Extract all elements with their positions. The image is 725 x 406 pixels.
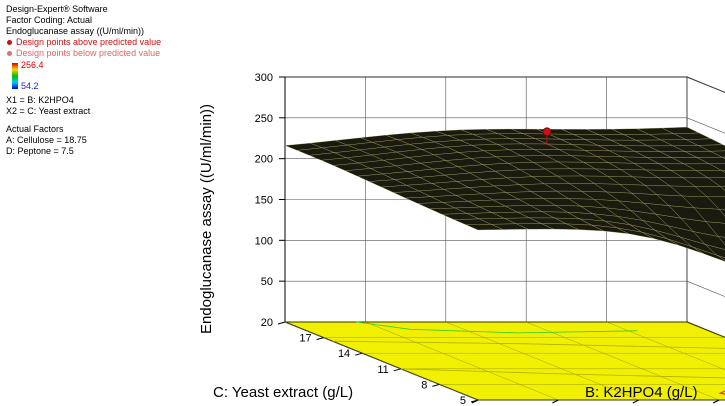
floor-grid — [445, 321, 639, 401]
axis-ticks: 300250200150100501.52.43.34.25.165811141… — [255, 72, 720, 406]
contour-floor — [284, 321, 725, 401]
design-points — [542, 127, 552, 146]
floor-grid — [526, 321, 720, 401]
color-scale-bar — [12, 63, 18, 89]
gridline — [686, 117, 725, 134]
y-tick-mark — [277, 321, 286, 325]
y-tick-label: 5 — [460, 395, 466, 406]
y-tick-label: 17 — [299, 333, 311, 345]
y-tick-mark — [432, 383, 440, 387]
actual-factor-a: A: Cellulose = 18.75 — [6, 135, 87, 145]
response-name: Endoglucanase assay ((U/ml/min)) — [6, 26, 145, 36]
y-tick-mark — [470, 399, 479, 403]
scale-min: 54.2 — [21, 81, 39, 91]
actual-factor-d: D: Peptone = 7.5 — [6, 146, 74, 156]
z-tick-label: 200 — [255, 154, 273, 166]
pink-dot-icon — [7, 50, 12, 56]
floor-grid — [284, 321, 479, 401]
y-tick-mark — [316, 337, 324, 341]
floor-grid — [365, 321, 559, 401]
legend-below: Design points below predicted value — [6, 48, 236, 59]
x-tick-mark — [712, 399, 720, 404]
z-tick-label: 150 — [255, 195, 273, 207]
surface-patch — [465, 224, 504, 231]
legend-above: Design points above predicted value — [6, 37, 236, 48]
x-tick-mark — [632, 399, 640, 404]
z-axis-title: Endoglucanase assay ((U/ml/min)) — [198, 104, 215, 334]
factor-coding-label: Factor Coding: Actual — [6, 15, 93, 25]
legend-panel: Design-Expert® Software Factor Coding: A… — [6, 4, 236, 157]
y-tick-label: 14 — [338, 348, 350, 360]
x2-label: X2 = C: Yeast extract — [6, 106, 91, 116]
y-tick-label: 8 — [421, 379, 427, 391]
legend-above-label: Design points above predicted value — [16, 37, 162, 47]
software-label: Design-Expert® Software — [6, 4, 108, 14]
color-scale: 256.4 54.2 — [6, 60, 236, 91]
floor-grid — [606, 321, 725, 371]
scale-max: 256.4 — [21, 60, 44, 70]
red-dot-icon — [7, 39, 12, 45]
design-point — [542, 127, 552, 137]
x-axis-title: B: K2HPO4 (g/L) — [585, 384, 698, 401]
y-tick-label: 20 — [261, 317, 273, 329]
response-surface — [284, 126, 725, 262]
actual-factors-heading: Actual Factors — [6, 124, 64, 134]
x-tick-mark — [552, 399, 559, 404]
y-axis-title: C: Yeast extract (g/L) — [213, 384, 353, 401]
gridline — [686, 280, 725, 297]
floor-grid — [686, 321, 725, 338]
contour-line — [356, 321, 638, 334]
contour-line — [400, 368, 725, 379]
z-tick-label: 300 — [255, 72, 273, 84]
contour-line — [332, 340, 725, 349]
gridline — [686, 76, 725, 93]
z-tick-label: 50 — [261, 276, 273, 288]
legend-below-label: Design points below predicted value — [16, 48, 161, 58]
x1-label: X1 = B: K2HPO4 — [6, 95, 74, 105]
y-tick-label: 11 — [377, 364, 388, 376]
y-tick-mark — [355, 352, 363, 356]
z-tick-label: 100 — [255, 235, 273, 247]
y-tick-mark — [393, 368, 401, 372]
z-tick-label: 250 — [255, 113, 273, 125]
